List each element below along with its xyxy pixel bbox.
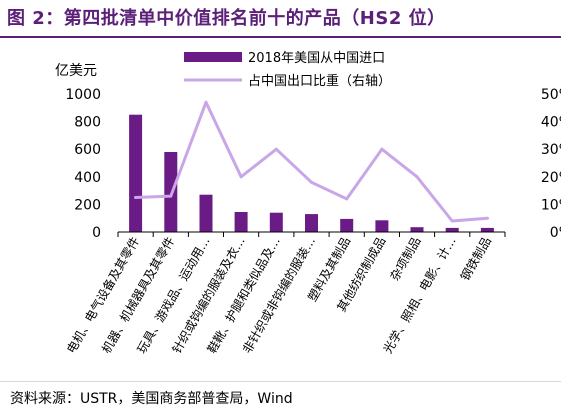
left-tick-label: 1000 — [65, 87, 101, 103]
bar — [305, 214, 318, 232]
line-point — [204, 100, 208, 104]
bar — [480, 227, 494, 232]
figure-title: 图 2：第四批清单中价值排名前十的产品（HS2 位） — [7, 8, 446, 29]
source-note: 资料来源：USTR，美国商务部普查局，Wind — [10, 391, 293, 407]
left-tick-label: 600 — [74, 142, 101, 158]
bar-series — [129, 114, 494, 232]
right-tick-label: 10% — [541, 197, 561, 213]
line-series — [134, 100, 489, 223]
left-tick-label: 400 — [74, 170, 101, 186]
line-point — [345, 197, 349, 201]
category-label: 钢铁制品 — [458, 235, 494, 284]
bar — [340, 218, 354, 232]
line-point — [169, 194, 173, 198]
bar — [269, 212, 283, 232]
source-rule — [0, 381, 561, 382]
line-point — [134, 196, 138, 199]
right-tick-label: 20% — [541, 170, 561, 186]
line-point — [239, 175, 243, 179]
category-ticks — [117, 232, 506, 237]
right-tick-label: 30% — [541, 142, 561, 158]
left-tick-label: 0 — [92, 225, 101, 241]
right-tick-label: 50% — [541, 87, 561, 103]
legend-label-bar: 2018年美国从中国进口 — [248, 51, 385, 66]
line-point — [274, 147, 278, 151]
line-point — [310, 180, 313, 184]
bar — [199, 194, 213, 232]
category-labels: 电机、电气设备及其零件机器、机械器具及其零件玩具、游戏品、运动用…针织或钩编的服… — [63, 234, 494, 356]
right-tick-label: 40% — [541, 115, 561, 131]
title-rule — [0, 36, 561, 38]
line-point — [415, 175, 419, 179]
left-axis-ticks: 0 200 400 600 800 1000 — [65, 87, 101, 241]
chart: 亿美元 2018年美国从中国进口 占中国出口比重（右轴） 0 200 400 600 8… — [55, 51, 561, 356]
category-label: 杂项制品 — [387, 235, 423, 284]
legend-label-line: 占中国出口比重（右轴） — [248, 73, 391, 89]
bar — [445, 227, 459, 232]
right-tick-label: 0% — [550, 225, 561, 241]
left-tick-label: 800 — [74, 115, 101, 131]
left-tick-label: 200 — [74, 197, 101, 213]
line-point — [485, 216, 489, 220]
legend-swatch-bar — [184, 52, 242, 62]
bar — [410, 227, 424, 232]
bar — [375, 220, 389, 232]
share-line — [134, 100, 489, 223]
right-axis-ticks: 0% 10% 20% 30% 40% 50% — [541, 87, 561, 241]
category-label: 光学、照相、电影、计… — [380, 234, 459, 356]
bar — [234, 212, 248, 232]
line-point — [450, 219, 454, 223]
y-axis-label: 亿美元 — [55, 63, 97, 79]
line-point — [380, 147, 384, 151]
bar — [129, 114, 143, 232]
legend: 2018年美国从中国进口 占中国出口比重（右轴） — [184, 51, 391, 89]
